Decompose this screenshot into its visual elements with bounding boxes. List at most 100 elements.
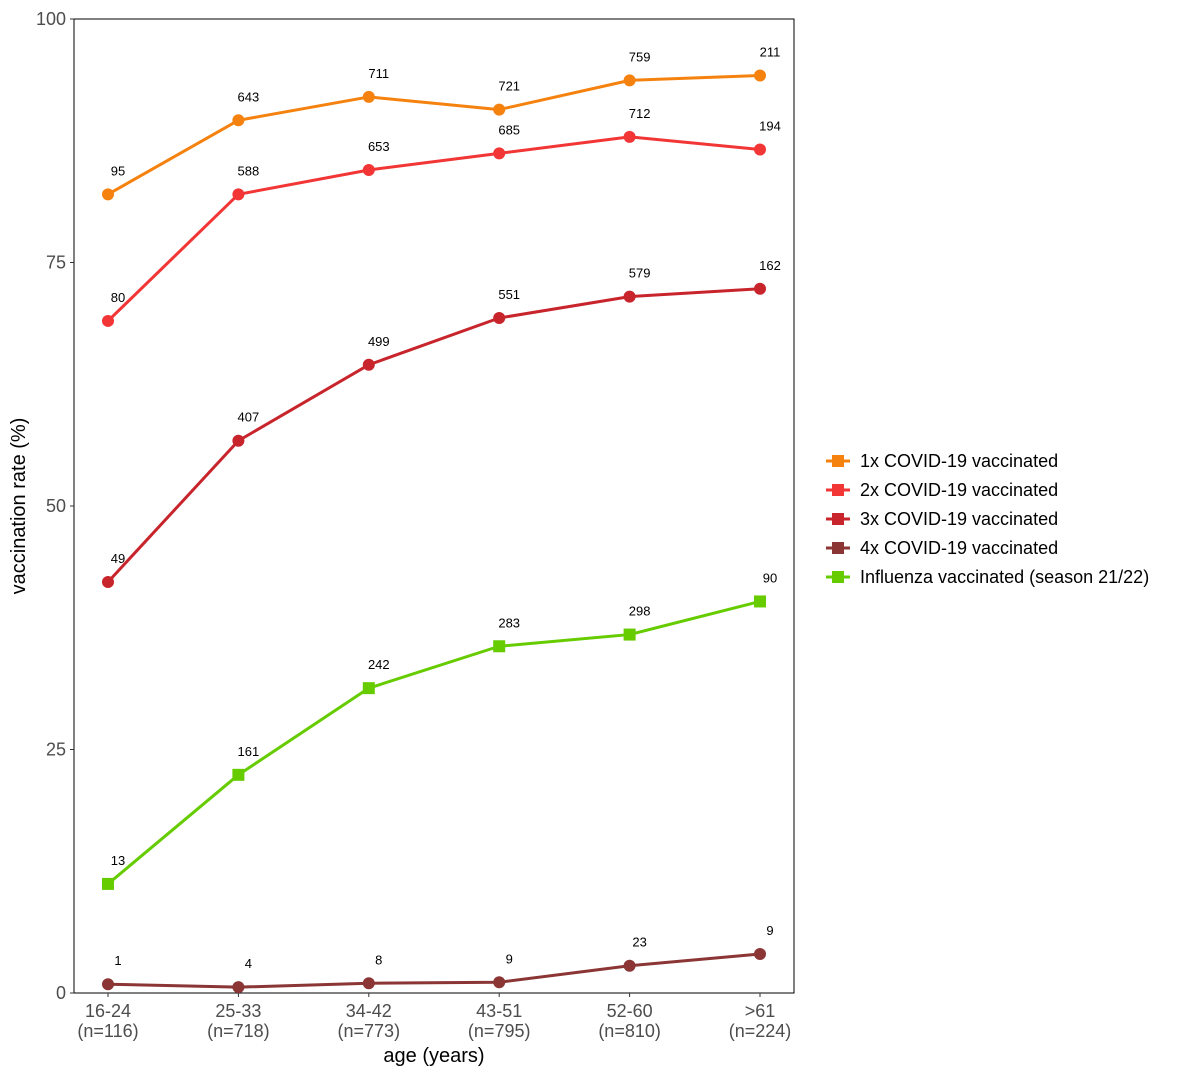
data-point-2x-covid-19-vaccinated (493, 147, 506, 160)
data-point-4x-covid-19-vaccinated (754, 948, 766, 961)
data-label-1x-covid-19-vaccinated: 759 (629, 49, 651, 64)
data-point-2x-covid-19-vaccinated (362, 163, 375, 176)
data-label-1x-covid-19-vaccinated: 721 (498, 79, 520, 94)
series-line-influenza-vaccinated-season-21-22 (107, 599, 761, 886)
data-label-1x-covid-19-vaccinated: 95 (111, 163, 125, 178)
data-point-1x-covid-19-vaccinated (102, 188, 114, 201)
data-label-influenza-vaccinated-season-21-22: 242 (368, 657, 390, 672)
data-point-1x-covid-19-vaccinated (362, 90, 375, 103)
x-tick-label: >61 (745, 1001, 776, 1021)
data-point-1x-covid-19-vaccinated (493, 103, 506, 116)
data-point-1x-covid-19-vaccinated (232, 114, 245, 127)
data-label-3x-covid-19-vaccinated: 49 (111, 551, 125, 566)
data-label-4x-covid-19-vaccinated: 1 (114, 953, 121, 968)
data-label-4x-covid-19-vaccinated: 4 (245, 956, 252, 971)
data-label-1x-covid-19-vaccinated: 211 (760, 44, 781, 59)
data-point-4x-covid-19-vaccinated (232, 981, 245, 994)
series-group (102, 69, 766, 994)
data-label-3x-covid-19-vaccinated: 162 (759, 258, 781, 273)
data-label-influenza-vaccinated-season-21-22: 13 (111, 853, 125, 868)
x-tick-label: 16-24 (85, 1001, 131, 1021)
data-point-influenza-vaccinated-season-21-22 (362, 682, 375, 695)
x-tick-n-label: (n=224) (729, 1021, 792, 1041)
data-label-4x-covid-19-vaccinated: 23 (632, 935, 646, 950)
y-tick-label: 100 (36, 9, 66, 29)
data-label-2x-covid-19-vaccinated: 712 (629, 106, 651, 121)
legend-swatch (832, 455, 844, 467)
legend-swatch (832, 571, 844, 583)
y-tick-label: 50 (46, 496, 66, 516)
legend-swatch (832, 542, 844, 554)
y-tick-label: 25 (46, 740, 66, 760)
data-label-influenza-vaccinated-season-21-22: 283 (498, 615, 520, 630)
legend-label: 4x COVID-19 vaccinated (860, 538, 1058, 558)
data-point-3x-covid-19-vaccinated (754, 282, 766, 295)
data-point-1x-covid-19-vaccinated (623, 74, 636, 87)
data-point-influenza-vaccinated-season-21-22 (493, 640, 506, 653)
x-tick-n-label: (n=773) (338, 1021, 401, 1041)
data-point-influenza-vaccinated-season-21-22 (623, 628, 636, 641)
data-point-2x-covid-19-vaccinated (623, 130, 636, 143)
data-point-3x-covid-19-vaccinated (102, 575, 114, 588)
data-point-2x-covid-19-vaccinated (754, 143, 766, 156)
legend: 1x COVID-19 vaccinated 2x COVID-19 vaccin… (826, 451, 1149, 587)
data-label-4x-covid-19-vaccinated: 8 (375, 952, 382, 967)
data-point-4x-covid-19-vaccinated (493, 976, 506, 989)
y-tick-label: 75 (46, 253, 66, 273)
x-tick-n-label: (n=810) (598, 1021, 661, 1041)
data-label-1x-covid-19-vaccinated: 643 (238, 89, 260, 104)
series-line-1x-covid-19-vaccinated (107, 73, 761, 196)
data-point-2x-covid-19-vaccinated (232, 188, 245, 201)
data-label-3x-covid-19-vaccinated: 499 (368, 334, 390, 349)
data-point-2x-covid-19-vaccinated (102, 314, 114, 327)
data-point-influenza-vaccinated-season-21-22 (232, 768, 245, 781)
data-label-influenza-vaccinated-season-21-22: 298 (629, 604, 651, 619)
data-label-4x-covid-19-vaccinated: 9 (766, 923, 773, 938)
data-point-4x-covid-19-vaccinated (102, 978, 114, 991)
data-label-influenza-vaccinated-season-21-22: 90 (763, 570, 777, 585)
data-label-3x-covid-19-vaccinated: 579 (629, 266, 651, 281)
x-axis-title: age (years) (383, 1045, 484, 1067)
legend-swatch (832, 513, 844, 525)
data-label-2x-covid-19-vaccinated: 685 (498, 122, 520, 137)
data-point-4x-covid-19-vaccinated (362, 977, 375, 990)
legend-label: Influenza vaccinated (season 21/22) (860, 567, 1149, 587)
legend-label: 2x COVID-19 vaccinated (860, 480, 1058, 500)
y-axis-title: vaccination rate (%) (8, 418, 30, 595)
data-label-4x-covid-19-vaccinated: 9 (506, 951, 513, 966)
y-tick-label: 0 (56, 983, 66, 1003)
x-tick-label: 34-42 (346, 1001, 392, 1021)
data-point-influenza-vaccinated-season-21-22 (102, 877, 114, 890)
plot-frame (73, 18, 795, 994)
data-point-3x-covid-19-vaccinated (362, 358, 375, 371)
x-tick-label: 25-33 (215, 1001, 261, 1021)
data-label-3x-covid-19-vaccinated: 551 (498, 287, 520, 302)
x-tick-n-label: (n=116) (77, 1021, 138, 1041)
legend-label: 3x COVID-19 vaccinated (860, 509, 1058, 529)
data-label-1x-covid-19-vaccinated: 711 (368, 66, 389, 81)
plot-area (73, 18, 795, 994)
data-label-2x-covid-19-vaccinated: 653 (368, 139, 390, 154)
data-label-2x-covid-19-vaccinated: 194 (759, 119, 781, 134)
data-point-3x-covid-19-vaccinated (493, 312, 506, 325)
x-tick-n-label: (n=718) (207, 1021, 270, 1041)
x-tick-label: 43-51 (476, 1001, 522, 1021)
series-line-3x-covid-19-vaccinated (106, 287, 761, 583)
data-label-3x-covid-19-vaccinated: 407 (238, 410, 260, 425)
data-label-influenza-vaccinated-season-21-22: 161 (238, 744, 260, 759)
data-point-4x-covid-19-vaccinated (623, 959, 636, 972)
series-line-4x-covid-19-vaccinated (107, 952, 761, 989)
data-label-2x-covid-19-vaccinated: 588 (238, 163, 260, 178)
data-point-3x-covid-19-vaccinated (232, 434, 245, 447)
data-point-influenza-vaccinated-season-21-22 (754, 595, 766, 608)
legend-label: 1x COVID-19 vaccinated (860, 451, 1058, 471)
data-point-1x-covid-19-vaccinated (754, 69, 766, 82)
x-axis: 16-24(n=116) 25-33(n=718) 34-42(n=773) 43-5… (77, 993, 791, 1041)
x-tick-label: 52-60 (607, 1001, 653, 1021)
x-tick-n-label: (n=795) (468, 1021, 531, 1041)
legend-swatch (832, 484, 844, 496)
data-label-2x-covid-19-vaccinated: 80 (111, 290, 125, 305)
series-line-2x-covid-19-vaccinated (106, 135, 761, 323)
